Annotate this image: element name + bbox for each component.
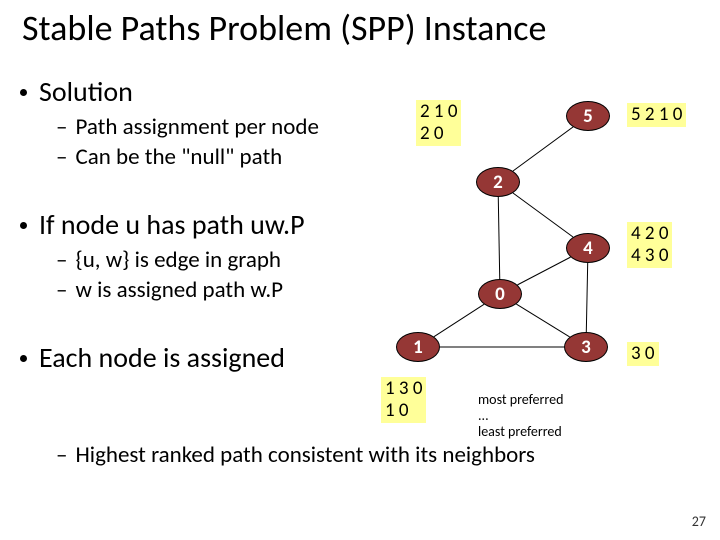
bullet-dot-icon — [20, 355, 27, 362]
page-title: Stable Paths Problem (SPP) Instance — [22, 6, 546, 50]
subbullet-text: {u, w} is edge in graph — [75, 246, 281, 274]
pathbox-p4: 4 2 0 4 3 0 — [627, 222, 672, 268]
bullet-dot-icon — [20, 222, 27, 229]
pathbox-p5: 5 2 1 0 — [627, 103, 686, 127]
subbullet-text: Can be the "null" path — [75, 143, 282, 171]
dash-icon: – — [56, 246, 67, 274]
dash-icon: – — [56, 441, 67, 469]
bullet-eachnode: Each node is assigned — [20, 340, 285, 375]
pathbox-p2: 2 1 0 2 0 — [416, 100, 461, 146]
graph-edge — [434, 304, 484, 336]
bullet-dot-icon — [20, 89, 27, 96]
dash-icon: – — [56, 113, 67, 141]
pathbox-p3: 3 0 — [627, 342, 659, 366]
subbullet-highest: –Highest ranked path consistent with its… — [56, 441, 535, 469]
bullet-text: Each node is assigned — [39, 340, 285, 375]
bullet-solution: Solution — [20, 74, 133, 109]
subbullet-null-path: –Can be the "null" path — [56, 143, 282, 171]
legend: most preferred ... least preferred — [478, 392, 563, 440]
dash-icon: – — [56, 143, 67, 171]
graph-edge — [498, 197, 499, 279]
graph-edge — [513, 127, 573, 171]
graph-node-1: 1 — [396, 332, 440, 362]
subbullet-text: Highest ranked path consistent with its … — [75, 441, 534, 469]
graph-edge — [513, 193, 573, 237]
subbullet-path-assignment: –Path assignment per node — [56, 113, 319, 141]
bullet-ifnode: If node u has path uw.P — [20, 207, 305, 242]
bullet-text: If node u has path uw.P — [39, 207, 305, 242]
graph-edge — [516, 304, 569, 337]
graph-node-3: 3 — [564, 332, 608, 362]
subbullet-text: Path assignment per node — [75, 113, 318, 141]
pathbox-p1: 1 3 0 1 0 — [381, 377, 426, 423]
slide-number: 27 — [692, 513, 706, 530]
graph-edge — [586, 263, 587, 332]
dash-icon: – — [56, 276, 67, 304]
graph-node-4: 4 — [566, 233, 610, 263]
graph-edge — [517, 257, 570, 285]
subbullet-assigned: –w is assigned path w.P — [56, 276, 283, 304]
bullet-text: Solution — [39, 74, 133, 109]
subbullet-text: w is assigned path w.P — [75, 276, 283, 304]
graph-node-2: 2 — [476, 167, 520, 197]
slide: Stable Paths Problem (SPP) Instance Solu… — [0, 0, 720, 540]
subbullet-edge: –{u, w} is edge in graph — [56, 246, 281, 274]
graph-node-0: 0 — [478, 279, 522, 309]
graph-node-5: 5 — [566, 101, 610, 131]
